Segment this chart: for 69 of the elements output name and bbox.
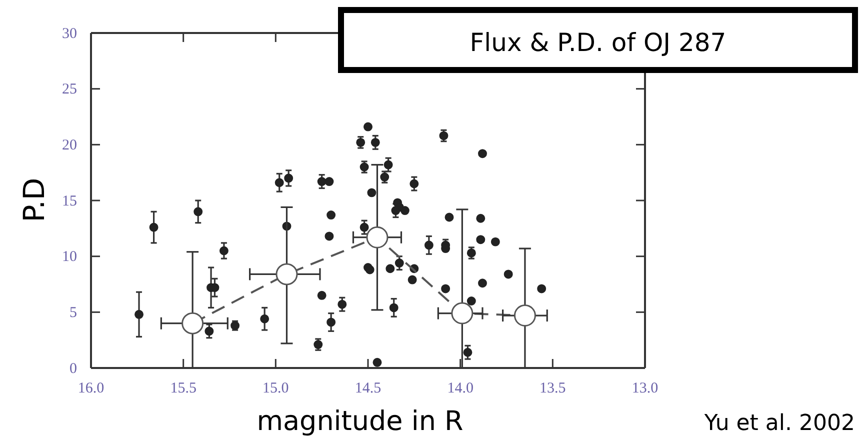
x-tick-label: 14.0 bbox=[447, 380, 474, 397]
point bbox=[384, 160, 393, 170]
point bbox=[360, 222, 369, 232]
x-tick-label: 16.0 bbox=[78, 380, 104, 397]
point bbox=[451, 302, 474, 324]
point bbox=[478, 149, 487, 158]
y-tick-label: 30 bbox=[62, 26, 77, 42]
point bbox=[504, 270, 513, 279]
point bbox=[466, 248, 476, 258]
x-tick-label: 15.5 bbox=[170, 380, 196, 397]
x-tick-label: 13.0 bbox=[632, 380, 658, 397]
point bbox=[149, 222, 158, 232]
point bbox=[194, 207, 203, 216]
y-axis-title: P.D bbox=[17, 178, 51, 222]
point bbox=[324, 177, 334, 186]
point bbox=[372, 358, 382, 367]
point bbox=[408, 275, 417, 284]
y-tick-label: 15 bbox=[62, 193, 77, 210]
point bbox=[326, 210, 336, 220]
y-tick-label: 20 bbox=[62, 137, 77, 154]
y-tick-label: 0 bbox=[70, 360, 77, 377]
point bbox=[490, 237, 500, 246]
point bbox=[441, 284, 450, 294]
point bbox=[364, 122, 372, 132]
point bbox=[317, 290, 326, 300]
point bbox=[424, 240, 434, 250]
y-tick-label: 25 bbox=[62, 82, 77, 98]
x-tick-label: 15.0 bbox=[262, 380, 289, 397]
point bbox=[317, 177, 326, 186]
point bbox=[366, 226, 388, 248]
x-axis-title: magnitude in R bbox=[256, 406, 464, 437]
point bbox=[370, 138, 380, 147]
point bbox=[410, 179, 419, 188]
point bbox=[356, 138, 366, 147]
point bbox=[476, 214, 486, 223]
point bbox=[338, 300, 347, 309]
point bbox=[466, 296, 476, 306]
point bbox=[444, 212, 454, 222]
point bbox=[537, 284, 546, 294]
point bbox=[276, 263, 298, 286]
point bbox=[324, 232, 334, 241]
y-tick-label: 10 bbox=[62, 249, 77, 266]
point bbox=[260, 314, 270, 324]
text: Yu et al. 2002 bbox=[703, 411, 855, 436]
point bbox=[367, 188, 376, 198]
point bbox=[394, 258, 404, 268]
y-tick-label: 5 bbox=[70, 304, 77, 321]
x-tick-label: 14.5 bbox=[354, 380, 382, 397]
point bbox=[204, 326, 214, 336]
chart-title: Flux & P.D. of OJ 287 bbox=[470, 28, 726, 57]
x-tick-label: 13.5 bbox=[540, 380, 566, 397]
point bbox=[274, 178, 284, 188]
point bbox=[326, 318, 336, 327]
point bbox=[314, 340, 323, 350]
point bbox=[514, 304, 536, 326]
point bbox=[365, 265, 374, 274]
point bbox=[476, 235, 486, 244]
point bbox=[284, 174, 294, 183]
point bbox=[219, 246, 228, 256]
point bbox=[478, 278, 487, 288]
point bbox=[386, 264, 395, 274]
point bbox=[389, 303, 398, 312]
point bbox=[182, 312, 204, 334]
point bbox=[400, 206, 410, 216]
point bbox=[463, 348, 472, 357]
point bbox=[134, 310, 144, 319]
point bbox=[439, 131, 448, 140]
point bbox=[391, 206, 400, 216]
point bbox=[360, 162, 369, 172]
